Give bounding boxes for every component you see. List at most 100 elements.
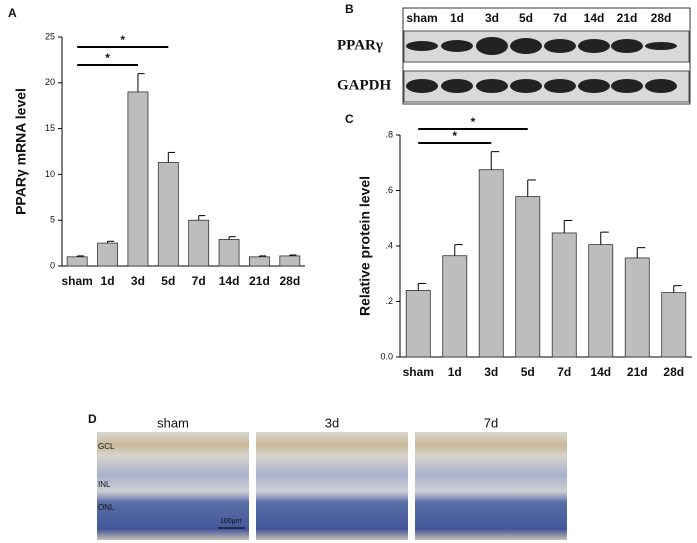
bar [405, 289, 431, 358]
y-tick-label: 0.0 [380, 351, 393, 361]
panel-label: C [345, 112, 354, 126]
image-title: sham [157, 415, 189, 430]
layer-label: GCL [98, 442, 115, 451]
bar [442, 255, 468, 358]
lane-label: 21d [617, 11, 638, 25]
band [544, 79, 576, 93]
band [578, 39, 610, 53]
error-bar [636, 247, 646, 258]
x-tick-label: 7d [192, 274, 206, 288]
bar [588, 244, 614, 358]
layer-label: INL [98, 480, 111, 489]
band [645, 42, 677, 50]
y-tick-label: 20 [45, 77, 55, 87]
row-label: PPARγ [337, 37, 383, 53]
x-tick-label: 7d [557, 365, 571, 379]
error-bar [417, 282, 427, 291]
panel-label: D [88, 412, 97, 426]
x-tick-label: 5d [521, 365, 535, 379]
y-tick-label: 10 [45, 169, 55, 179]
bar [97, 242, 118, 267]
x-tick-label: 1d [101, 274, 115, 288]
lane-label: 5d [519, 11, 533, 25]
error-bar [167, 151, 175, 163]
panel-label: B [345, 2, 354, 16]
layer-label: ONL [98, 503, 115, 512]
lane-label: sham [406, 11, 437, 25]
y-tick-label: 15 [45, 123, 55, 133]
band [406, 79, 438, 93]
y-axis-label: PPARγ mRNA level [13, 88, 29, 215]
significance-label: * [105, 51, 110, 65]
x-tick-label: 1d [448, 365, 462, 379]
bar [157, 162, 179, 267]
significance-label: * [120, 33, 125, 47]
x-tick-label: 14d [590, 365, 611, 379]
x-tick-label: 28d [279, 274, 300, 288]
y-tick-label: .2 [385, 296, 393, 306]
bar [279, 255, 301, 267]
histology-image [256, 432, 408, 540]
band [476, 37, 508, 55]
y-axis-label: Relative protein level [357, 176, 373, 316]
lane-label: 7d [553, 11, 567, 25]
error-bar [258, 255, 267, 257]
image-title: 7d [484, 415, 498, 430]
scale-label: 100μm [220, 518, 242, 525]
bar [478, 169, 504, 358]
band [645, 79, 677, 93]
x-tick-label: 5d [161, 274, 175, 288]
y-tick-label: 25 [45, 31, 55, 41]
band [611, 79, 643, 93]
bar [127, 91, 149, 267]
row-label: GAPDH [337, 77, 391, 93]
bar [551, 232, 577, 358]
lane-label: 1d [450, 11, 464, 25]
band [544, 39, 576, 53]
x-tick-label: sham [62, 274, 93, 288]
lane-label: 14d [584, 11, 605, 25]
error-bar [490, 151, 500, 170]
error-bar [454, 244, 463, 256]
image-title: 3d [325, 415, 339, 430]
x-tick-label: 3d [131, 274, 145, 288]
error-bar [198, 215, 206, 221]
error-bar [107, 240, 115, 244]
y-tick-label: 0 [50, 260, 55, 270]
bar [624, 257, 650, 358]
bar [515, 196, 541, 358]
bar [249, 256, 270, 267]
lane-label: 3d [485, 11, 499, 25]
significance-label: * [471, 115, 476, 129]
band [441, 40, 473, 52]
error-bar [76, 255, 84, 257]
x-tick-label: sham [403, 365, 434, 379]
panel-label: A [8, 6, 17, 20]
error-bar [137, 73, 145, 92]
error-bar [228, 236, 236, 240]
y-tick-label: .6 [385, 185, 393, 195]
x-tick-label: 21d [249, 274, 270, 288]
y-tick-label: .4 [385, 240, 393, 250]
significance-label: * [452, 129, 457, 143]
x-tick-label: 28d [663, 365, 684, 379]
band [578, 79, 610, 93]
band [510, 79, 542, 93]
histology-image [97, 432, 249, 540]
x-tick-label: 21d [627, 365, 648, 379]
band [611, 39, 643, 53]
error-bar [563, 219, 573, 233]
x-tick-label: 3d [484, 365, 498, 379]
y-tick-label: 5 [50, 215, 55, 225]
error-bar [527, 179, 536, 197]
x-tick-label: 14d [219, 274, 240, 288]
error-bar [673, 285, 682, 293]
band [406, 41, 438, 51]
histology-image [415, 432, 567, 540]
band [441, 79, 473, 93]
error-bar [600, 231, 609, 245]
bar [188, 219, 210, 267]
bar [66, 256, 88, 267]
y-tick-label: .8 [385, 129, 393, 139]
